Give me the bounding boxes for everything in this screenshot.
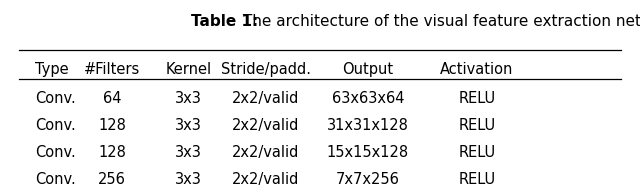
Text: 3x3: 3x3 <box>175 145 202 160</box>
Text: 31x31x128: 31x31x128 <box>327 118 409 133</box>
Text: Conv.: Conv. <box>35 172 76 187</box>
Text: 2x2/valid: 2x2/valid <box>232 172 300 187</box>
Text: 3x3: 3x3 <box>175 118 202 133</box>
Text: Conv.: Conv. <box>35 118 76 133</box>
Text: 7x7x256: 7x7x256 <box>336 172 400 187</box>
Text: 2x2/valid: 2x2/valid <box>232 91 300 106</box>
Text: Conv.: Conv. <box>35 145 76 160</box>
Text: 64: 64 <box>103 91 121 106</box>
Text: Conv.: Conv. <box>35 91 76 106</box>
Text: 2x2/valid: 2x2/valid <box>232 118 300 133</box>
Text: Activation: Activation <box>440 62 513 77</box>
Text: 15x15x128: 15x15x128 <box>327 145 409 160</box>
Text: #Filters: #Filters <box>84 62 140 77</box>
Text: Kernel: Kernel <box>166 62 212 77</box>
Text: RELU: RELU <box>458 91 495 106</box>
Text: 128: 128 <box>98 118 126 133</box>
Text: Stride/padd.: Stride/padd. <box>221 62 310 77</box>
Text: 2x2/valid: 2x2/valid <box>232 145 300 160</box>
Text: 256: 256 <box>98 172 126 187</box>
Text: 128: 128 <box>98 145 126 160</box>
Text: Type: Type <box>35 62 69 77</box>
Text: Table 1: The architecture of the visual feature extraction network.: Table 1: The architecture of the visual … <box>68 14 572 29</box>
Text: RELU: RELU <box>458 172 495 187</box>
Text: 3x3: 3x3 <box>175 91 202 106</box>
Text: 63x63x64: 63x63x64 <box>332 91 404 106</box>
Text: 3x3: 3x3 <box>175 172 202 187</box>
Text: Output: Output <box>342 62 394 77</box>
Text: Table 1:: Table 1: <box>191 14 258 29</box>
Text: RELU: RELU <box>458 145 495 160</box>
Text: RELU: RELU <box>458 118 495 133</box>
Text: The architecture of the visual feature extraction network.: The architecture of the visual feature e… <box>238 14 640 29</box>
